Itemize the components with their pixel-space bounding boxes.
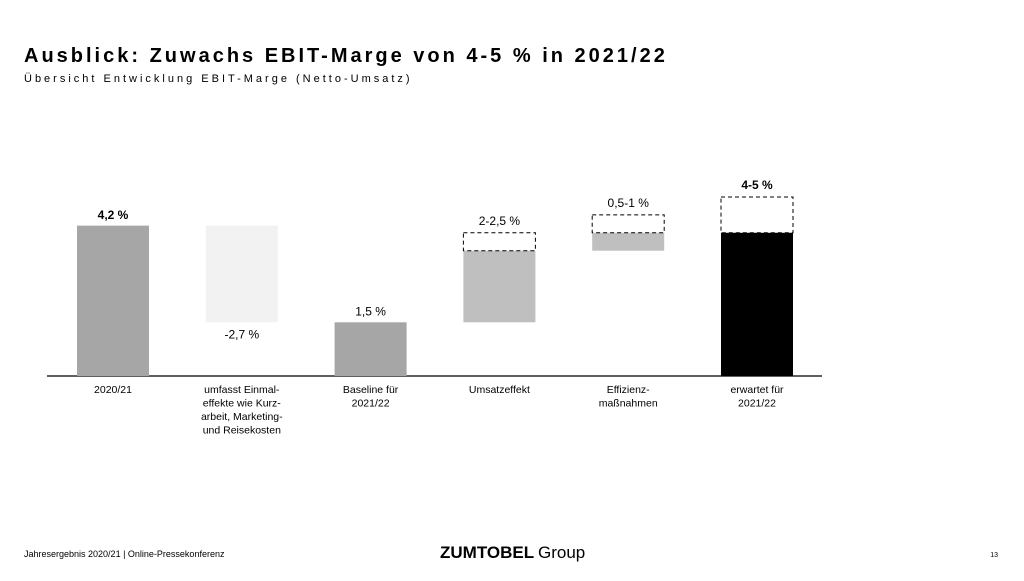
bar (463, 250, 536, 323)
range-box (591, 214, 665, 234)
value-label: -2,7 % (224, 327, 259, 341)
category-label: Umsatzeffekt (469, 384, 530, 396)
footer-text: Jahresergebnis 2020/21 | Online-Presseko… (24, 549, 225, 559)
category-label: arbeit, Marketing- (201, 411, 283, 423)
category-label: 2020/21 (94, 384, 132, 396)
bar (334, 322, 407, 376)
range-box (462, 232, 536, 252)
logo: ZUMTOBEL (440, 543, 534, 562)
bar (592, 232, 665, 251)
category-label: und Reisekosten (203, 424, 281, 436)
category-label: Baseline für (343, 384, 399, 396)
category-label: 2021/22 (738, 397, 776, 409)
bar (205, 225, 278, 323)
category-label: 2021/22 (352, 397, 390, 409)
value-label: 1,5 % (355, 304, 386, 318)
category-label: Effizienz- (607, 384, 650, 396)
value-label: 2-2,5 % (479, 214, 521, 228)
subtitle: Übersicht Entwicklung EBIT-Marge (Netto-… (24, 73, 413, 85)
category-label: maßnahmen (599, 397, 658, 409)
category-label: umfasst Einmal- (204, 384, 280, 396)
value-label: 4,2 % (98, 208, 129, 222)
category-label: effekte wie Kurz- (203, 397, 282, 409)
page-number: 13 (990, 552, 998, 559)
value-label: 4-5 % (741, 178, 773, 192)
bar (77, 225, 149, 376)
bar (721, 232, 793, 376)
value-label: 0,5-1 % (608, 196, 650, 210)
category-label: erwartet für (730, 384, 784, 396)
range-box (720, 196, 794, 234)
logo-suffix: Group (538, 543, 585, 562)
title: Ausblick: Zuwachs EBIT-Marge von 4-5 % i… (24, 45, 668, 67)
